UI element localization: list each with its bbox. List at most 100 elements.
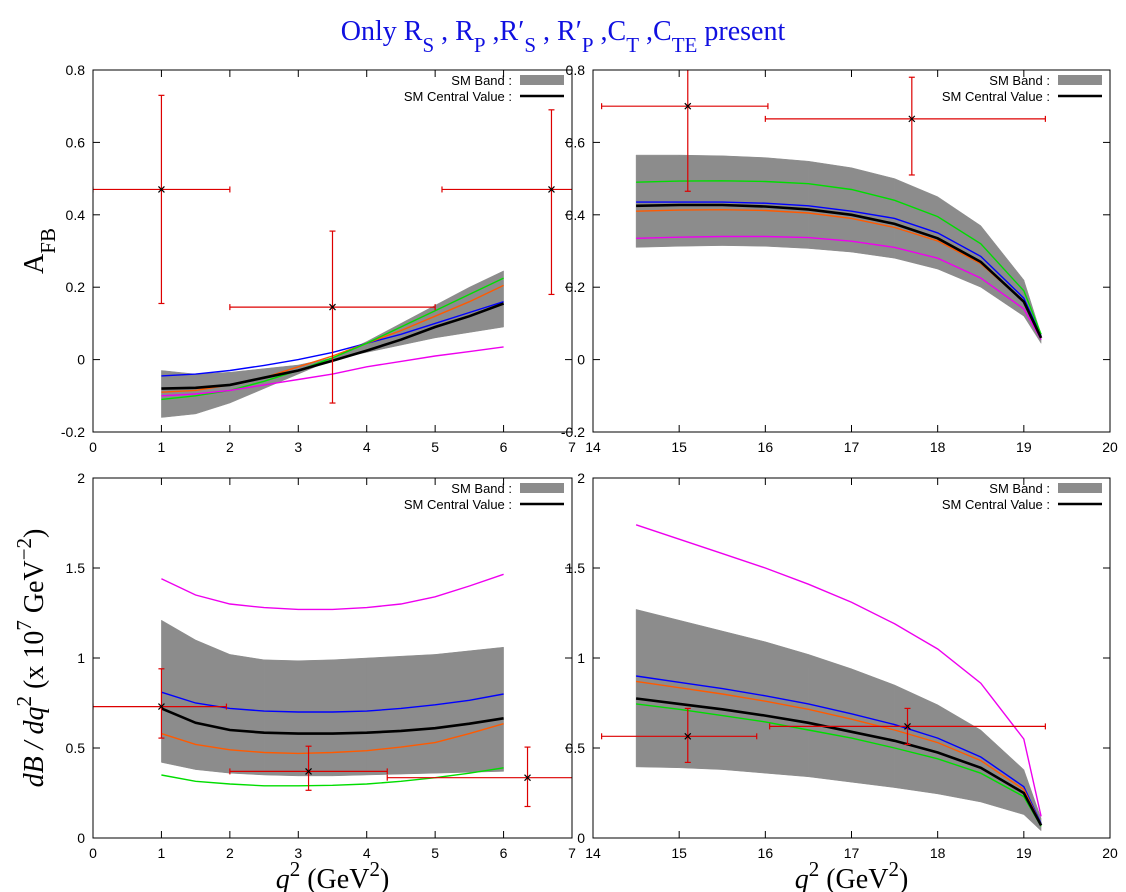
x-tick-label: 1 xyxy=(158,845,166,861)
data-point xyxy=(158,186,165,193)
legend-label: SM Band : xyxy=(451,73,512,88)
x-tick-label: 20 xyxy=(1102,439,1118,455)
curve xyxy=(161,573,504,611)
text-part: q xyxy=(276,864,290,892)
legend-label: SM Central Value : xyxy=(942,497,1050,512)
sm-band xyxy=(263,659,299,777)
legend-label: SM Central Value : xyxy=(942,89,1050,104)
curve xyxy=(636,235,1042,341)
curve xyxy=(635,680,1042,825)
y-tick-label: 1 xyxy=(77,650,85,666)
text-part: 7 xyxy=(12,620,36,631)
y-tick-label: -0.2 xyxy=(561,424,585,440)
x-tick-label: 3 xyxy=(294,439,302,455)
y-tick-label: 0 xyxy=(577,830,585,846)
text-part: ,C xyxy=(639,16,672,47)
sm-band xyxy=(298,659,333,777)
legend-swatch xyxy=(520,75,564,85)
text-part: 2 xyxy=(12,696,36,707)
curve xyxy=(161,767,504,787)
text-part: T xyxy=(626,33,639,57)
x-tick-label: 5 xyxy=(431,439,439,455)
x-tick-label: 3 xyxy=(294,845,302,861)
sm-band xyxy=(635,154,680,248)
y-tick-label: 0.4 xyxy=(566,207,586,223)
text-part: (x 10 xyxy=(19,631,50,696)
curve xyxy=(635,524,1042,817)
text-part: ,R′ xyxy=(486,16,525,47)
legend-label: SM Central Value : xyxy=(404,497,512,512)
rich-text: Only RS , RP ,R′S , R′P ,CT ,CTE present xyxy=(341,16,786,57)
central-line xyxy=(160,707,504,735)
data-point xyxy=(329,303,336,311)
legend-swatch xyxy=(1058,75,1102,85)
text-part: q xyxy=(795,864,809,892)
plot-frame xyxy=(92,69,573,433)
sm-band xyxy=(332,657,367,777)
text-part: S xyxy=(422,33,434,57)
text-part: (GeV xyxy=(819,864,888,892)
sm-band xyxy=(161,619,196,770)
text-part: present xyxy=(697,16,785,47)
y-tick-label: 0 xyxy=(577,352,585,368)
text-part: GeV xyxy=(19,560,50,620)
y-tick-label: 2 xyxy=(77,470,85,486)
y-tick-label: -0.2 xyxy=(61,424,85,440)
data-point xyxy=(684,732,692,740)
data-point xyxy=(305,767,312,775)
x-tick-label: 6 xyxy=(500,439,508,455)
x-tick-label: 7 xyxy=(568,439,576,455)
rich-text: q2 (GeV2) xyxy=(276,857,390,892)
x-tick-label: 6 xyxy=(500,845,508,861)
sm-band xyxy=(678,619,723,770)
data-point xyxy=(548,186,555,193)
data-point xyxy=(684,102,692,110)
rich-text: dB / dq2 (x 107 GeV−2) xyxy=(12,529,50,788)
x-tick-label: 19 xyxy=(1016,439,1032,455)
y-tick-label: 1 xyxy=(577,650,585,666)
text-part: TE xyxy=(672,33,698,57)
sm-band xyxy=(678,154,723,247)
text-part: ) xyxy=(380,864,389,892)
plot-area xyxy=(93,573,572,808)
sm-band xyxy=(434,286,470,339)
x-tick-label: 1 xyxy=(158,439,166,455)
y-tick-label: 0.5 xyxy=(566,740,586,756)
y-tick-label: 0.2 xyxy=(566,279,586,295)
x-tick-label: 14 xyxy=(585,439,601,455)
legend-label: SM Band : xyxy=(989,73,1050,88)
text-part: FB xyxy=(36,228,60,254)
data-point xyxy=(158,703,165,711)
sm-band xyxy=(894,684,938,795)
x-tick-label: 15 xyxy=(671,439,687,455)
text-part: 2 xyxy=(809,857,820,881)
text-part: A xyxy=(19,253,50,274)
central-line xyxy=(635,697,1043,827)
legend-swatch xyxy=(1058,483,1102,493)
text-part: ,C xyxy=(594,16,627,47)
x-tick-label: 2 xyxy=(226,439,234,455)
y-tick-label: 2 xyxy=(577,470,585,486)
legend-swatch xyxy=(520,483,564,493)
x-tick-label: 19 xyxy=(1016,845,1032,861)
x-tick-label: 17 xyxy=(844,439,860,455)
x-tick-label: 16 xyxy=(758,439,774,455)
text-part: −2 xyxy=(12,538,36,560)
curve xyxy=(636,703,1042,827)
y-tick-label: 0.6 xyxy=(66,134,86,150)
x-tick-label: 4 xyxy=(363,439,371,455)
data-point xyxy=(908,115,916,123)
text-part: , R′ xyxy=(536,16,582,47)
x-tick-label: 16 xyxy=(758,845,774,861)
curve xyxy=(161,723,504,755)
x-tick-label: 14 xyxy=(585,845,601,861)
x-tick-label: 4 xyxy=(363,845,371,861)
text-part: dB / dq xyxy=(19,706,50,787)
sm-band xyxy=(894,178,938,270)
y-tick-label: 0.5 xyxy=(66,740,86,756)
rich-text: q2 (GeV2) xyxy=(795,857,909,892)
sm-band xyxy=(722,155,766,247)
x-tick-label: 20 xyxy=(1102,845,1118,861)
text-part: Only R xyxy=(341,16,423,47)
